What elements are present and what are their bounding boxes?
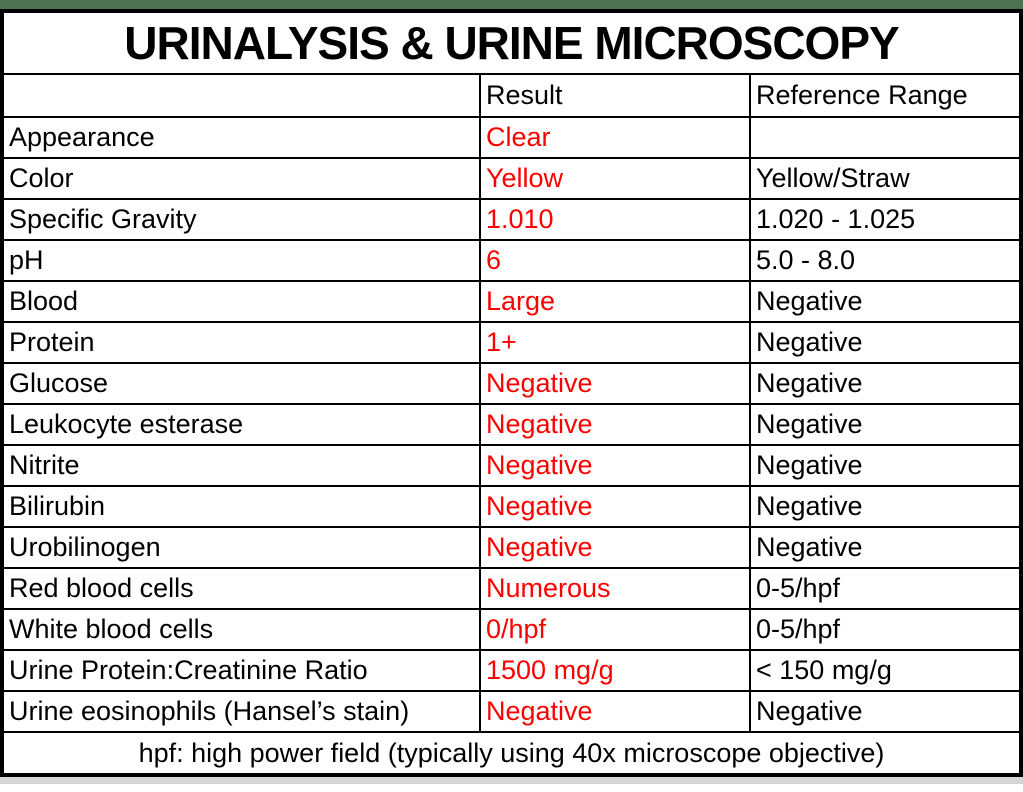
table-row: Urine eosinophils (Hansel’s stain) Negati… (1, 690, 1022, 733)
test-name-cell: Urobilinogen (1, 526, 481, 569)
test-name-cell: Nitrite (1, 444, 481, 487)
table-body: Appearance Clear Color Yellow Yellow/Straw Sp… (1, 116, 1022, 733)
test-name-cell: Blood (1, 280, 481, 323)
reference-range-cell: Negative (749, 526, 1022, 569)
test-name-cell: Specific Gravity (1, 198, 481, 241)
table-row: Protein 1+ Negative (1, 321, 1022, 364)
result-value-cell: 1.010 (479, 198, 751, 241)
reference-range-cell: Negative (749, 321, 1022, 364)
table-row: Appearance Clear (1, 116, 1022, 159)
result-value-cell: Negative (479, 444, 751, 487)
column-header-reference-range: Reference Range (749, 73, 1022, 118)
urinalysis-table: URINALYSIS & URINE MICROSCOPY Result Ref… (0, 9, 1023, 777)
column-header-test (1, 73, 481, 118)
top-accent-bar (0, 0, 1023, 9)
table-row: White blood cells 0/hpf 0-5/hpf (1, 608, 1022, 651)
table-row: Blood Large Negative (1, 280, 1022, 323)
table-row: Red blood cells Numerous 0-5/hpf (1, 567, 1022, 610)
reference-range-cell: Negative (749, 362, 1022, 405)
reference-range-cell: Yellow/Straw (749, 157, 1022, 200)
test-name-cell: pH (1, 239, 481, 282)
result-value-cell: Negative (479, 690, 751, 733)
result-value-cell: Numerous (479, 567, 751, 610)
footnote-text: hpf: high power field (typically using 4… (1, 731, 1022, 776)
table-row: Nitrite Negative Negative (1, 444, 1022, 487)
result-value-cell: 6 (479, 239, 751, 282)
result-value-cell: Negative (479, 403, 751, 446)
reference-range-cell: Negative (749, 485, 1022, 528)
table-row: Glucose Negative Negative (1, 362, 1022, 405)
table-row: Leukocyte esterase Negative Negative (1, 403, 1022, 446)
test-name-cell: Appearance (1, 116, 481, 159)
test-name-cell: Glucose (1, 362, 481, 405)
table-row: Specific Gravity 1.010 1.020 - 1.025 (1, 198, 1022, 241)
reference-range-cell: 0-5/hpf (749, 608, 1022, 651)
reference-range-cell: Negative (749, 444, 1022, 487)
test-name-cell: Color (1, 157, 481, 200)
result-value-cell: Large (479, 280, 751, 323)
table-footnote-row: hpf: high power field (typically using 4… (1, 731, 1022, 776)
reference-range-cell (749, 116, 1022, 159)
test-name-cell: Urine eosinophils (Hansel’s stain) (1, 690, 481, 733)
reference-range-cell: 1.020 - 1.025 (749, 198, 1022, 241)
reference-range-cell: Negative (749, 690, 1022, 733)
result-value-cell: Negative (479, 362, 751, 405)
result-value-cell: Negative (479, 526, 751, 569)
test-name-cell: Leukocyte esterase (1, 403, 481, 446)
test-name-cell: White blood cells (1, 608, 481, 651)
test-name-cell: Bilirubin (1, 485, 481, 528)
reference-range-cell: 0-5/hpf (749, 567, 1022, 610)
table-title-row: URINALYSIS & URINE MICROSCOPY (1, 10, 1022, 75)
reference-range-cell: < 150 mg/g (749, 649, 1022, 692)
reference-range-cell: 5.0 - 8.0 (749, 239, 1022, 282)
test-name-cell: Urine Protein:Creatinine Ratio (1, 649, 481, 692)
result-value-cell: 1+ (479, 321, 751, 364)
result-value-cell: Clear (479, 116, 751, 159)
table-row: Urine Protein:Creatinine Ratio 1500 mg/g <… (1, 649, 1022, 692)
result-value-cell: Yellow (479, 157, 751, 200)
result-value-cell: 0/hpf (479, 608, 751, 651)
test-name-cell: Protein (1, 321, 481, 364)
table-row: Color Yellow Yellow/Straw (1, 157, 1022, 200)
bottom-strip (0, 777, 1023, 784)
reference-range-cell: Negative (749, 280, 1022, 323)
reference-range-cell: Negative (749, 403, 1022, 446)
result-value-cell: 1500 mg/g (479, 649, 751, 692)
column-header-result: Result (479, 73, 751, 118)
test-name-cell: Red blood cells (1, 567, 481, 610)
table-title: URINALYSIS & URINE MICROSCOPY (1, 10, 1022, 75)
table-row: Bilirubin Negative Negative (1, 485, 1022, 528)
table-row: pH 6 5.0 - 8.0 (1, 239, 1022, 282)
result-value-cell: Negative (479, 485, 751, 528)
table-header-row: Result Reference Range (1, 73, 1022, 118)
table-row: Urobilinogen Negative Negative (1, 526, 1022, 569)
